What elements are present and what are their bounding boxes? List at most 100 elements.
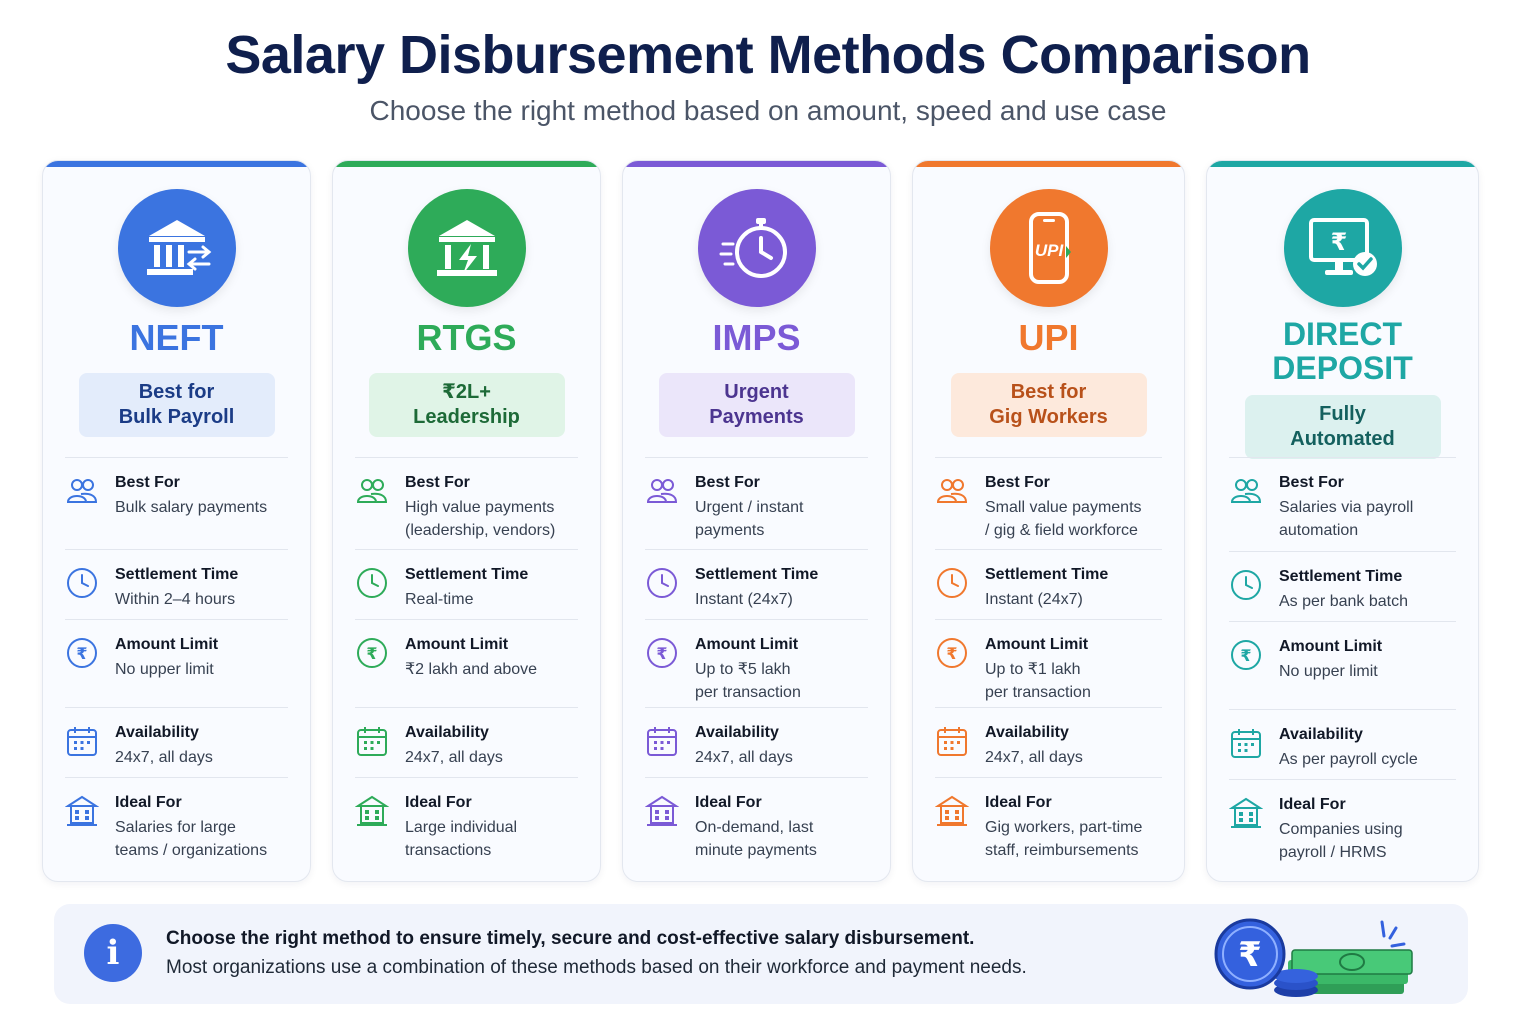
badge-line-1: Best for — [1010, 381, 1087, 403]
row-value: High value payments (leadership, vendors… — [405, 499, 556, 539]
row-label: Ideal For — [695, 794, 762, 811]
rupee-circle-icon: ₹ — [65, 636, 99, 670]
row-ideal-for: Ideal For Companies using payroll / HRMS — [1228, 779, 1456, 881]
row-label: Ideal For — [1279, 796, 1346, 813]
people-icon — [355, 474, 389, 508]
clock-icon — [65, 566, 99, 600]
row-label: Best For — [985, 474, 1050, 491]
row-amount-limit: ₹ Amount Limit No upper limit — [65, 619, 288, 707]
row-settlement-time: Settlement Time Instant (24x7) — [935, 549, 1162, 619]
building-icon — [64, 794, 100, 828]
row-amount-limit: ₹ Amount Limit No upper limit — [1229, 621, 1456, 709]
row-value: 24x7, all days — [985, 749, 1083, 766]
row-amount-limit: ₹ Amount Limit ₹2 lakh and above — [355, 619, 578, 707]
row-label: Availability — [115, 724, 199, 741]
row-ideal-for: Ideal For Gig workers, part-time staff, … — [934, 777, 1162, 881]
svg-text:₹: ₹ — [76, 644, 87, 663]
footer-line-2: Most organizations use a combination of … — [166, 957, 1027, 978]
row-amount-limit: ₹ Amount Limit Up to ₹1 lakh per transac… — [935, 619, 1162, 707]
badge-line-2: Payments — [709, 406, 804, 428]
row-value: No upper limit — [1279, 663, 1378, 680]
monitor-rupee-icon: ₹ — [1283, 189, 1402, 307]
row-value: Up to ₹1 lakh per transaction — [985, 661, 1091, 701]
rupee-circle-icon: ₹ — [935, 636, 969, 670]
badge-line-1: Urgent — [724, 381, 789, 403]
clock-icon — [1229, 568, 1263, 602]
row-value: As per bank batch — [1279, 593, 1408, 610]
row-value: Salaries via payroll automation — [1279, 499, 1414, 539]
row-value: Small value payments / gig & field workf… — [985, 499, 1142, 539]
page-subtitle: Choose the right method based on amount,… — [369, 95, 1167, 126]
badge-line-1: Fully — [1319, 403, 1366, 425]
method-card-5: ₹ DIRECT DEPOSIT Fully Automated Best For… — [1206, 160, 1479, 882]
row-value: 24x7, all days — [695, 749, 793, 766]
calendar-icon — [355, 724, 389, 758]
row-value: On-demand, last minute payments — [695, 819, 817, 859]
row-label: Availability — [985, 724, 1069, 741]
row-ideal-for: Ideal For Salaries for large teams / org… — [64, 777, 288, 881]
row-label: Amount Limit — [405, 636, 509, 653]
method-badge: Best for Gig Workers — [950, 373, 1147, 437]
people-icon — [645, 474, 679, 508]
row-label: Ideal For — [405, 794, 472, 811]
row-best-for: Best For Urgent / instant payments — [645, 457, 868, 549]
row-ideal-for: Ideal For On-demand, last minute payment… — [644, 777, 868, 881]
row-best-for: Best For Salaries via payroll automation — [1229, 457, 1456, 549]
row-settlement-time: Settlement Time As per bank batch — [1229, 551, 1456, 621]
row-availability: Availability As per payroll cycle — [1229, 709, 1456, 779]
building-icon — [644, 794, 680, 828]
row-value: Within 2–4 hours — [115, 591, 236, 608]
card-accent-bar — [333, 161, 600, 167]
method-badge: Best for Bulk Payroll — [78, 373, 275, 437]
row-label: Availability — [405, 724, 489, 741]
row-value: Urgent / instant payments — [695, 499, 804, 539]
row-label: Best For — [1279, 474, 1344, 491]
method-name: NEFT — [129, 317, 224, 358]
badge-line-2: Gig Workers — [989, 406, 1108, 428]
row-value: Large individual transactions — [405, 819, 518, 859]
row-value: Companies using payroll / HRMS — [1279, 821, 1403, 861]
badge-line-2: Automated — [1290, 428, 1395, 450]
rupee-circle-icon: ₹ — [355, 636, 389, 670]
row-label: Availability — [1279, 726, 1363, 743]
row-value: Instant (24x7) — [695, 591, 793, 608]
svg-text:₹: ₹ — [946, 644, 957, 663]
badge-line-1: Best for — [138, 381, 215, 403]
row-value: Real-time — [405, 591, 474, 608]
row-value: Up to ₹5 lakh per transaction — [695, 661, 801, 701]
method-badge: Urgent Payments — [658, 373, 855, 437]
row-ideal-for: Ideal For Large individual transactions — [354, 777, 578, 881]
method-name: UPI — [1018, 317, 1079, 358]
row-label: Best For — [405, 474, 470, 491]
row-label: Amount Limit — [695, 636, 799, 653]
badge-line-2: Bulk Payroll — [118, 406, 235, 428]
card-accent-bar — [913, 161, 1184, 167]
svg-text:UPI: UPI — [1034, 241, 1064, 260]
svg-text:₹: ₹ — [1330, 228, 1347, 256]
row-value: As per payroll cycle — [1279, 751, 1418, 768]
badge-line-1: ₹2L+ — [442, 381, 491, 403]
card-accent-bar — [1207, 161, 1478, 167]
row-value: 24x7, all days — [115, 749, 213, 766]
row-label: Amount Limit — [1279, 638, 1383, 655]
upi-phone-icon: UPI — [989, 189, 1108, 307]
money-rupee-symbol: ₹ — [1238, 935, 1262, 975]
svg-text:₹: ₹ — [1240, 646, 1251, 665]
row-value: Instant (24x7) — [985, 591, 1083, 608]
row-label: Settlement Time — [405, 566, 529, 583]
rupee-circle-icon: ₹ — [1229, 638, 1263, 672]
card-accent-bar — [623, 161, 890, 167]
building-icon — [1228, 796, 1264, 830]
clock-icon — [355, 566, 389, 600]
row-settlement-time: Settlement Time Real-time — [355, 549, 578, 619]
people-icon — [935, 474, 969, 508]
row-availability: Availability 24x7, all days — [65, 707, 288, 777]
row-value: Bulk salary payments — [115, 499, 268, 516]
method-name: IMPS — [712, 317, 801, 358]
row-availability: Availability 24x7, all days — [935, 707, 1162, 777]
calendar-icon — [935, 724, 969, 758]
row-value: ₹2 lakh and above — [405, 661, 538, 678]
clock-icon — [935, 566, 969, 600]
bank-transfer-icon — [117, 189, 236, 307]
row-settlement-time: Settlement Time Instant (24x7) — [645, 549, 868, 619]
